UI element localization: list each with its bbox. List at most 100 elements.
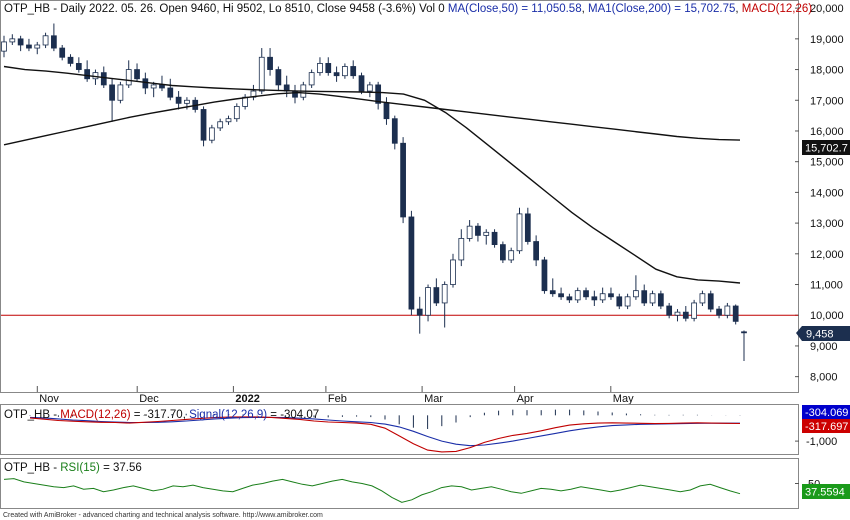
svg-text:9,458: 9,458 (806, 329, 834, 341)
candle-body (200, 109, 207, 141)
candle-body (633, 290, 639, 298)
candle-body (408, 216, 415, 310)
candle (167, 78, 174, 101)
candle-body (258, 56, 265, 92)
candle-body (350, 66, 357, 77)
y-tick-label: 9,000 (810, 341, 838, 353)
x-tick-label: Nov (39, 393, 59, 405)
candle-body (383, 102, 390, 120)
candle (533, 235, 540, 267)
candle-body (466, 225, 473, 239)
candle-body (9, 38, 16, 43)
candle-body (17, 38, 24, 46)
candle-body (666, 305, 673, 316)
ma200-label: MA1(Close,200) (588, 3, 671, 15)
svg-text:-304.069: -304.069 (805, 407, 848, 419)
candle (416, 296, 423, 334)
candle (275, 66, 282, 92)
rsi-title: OTP_HB - RSI(15) = 37.56 (4, 462, 142, 474)
signal-label: Signal(12,26,9) (189, 409, 267, 421)
candle (433, 278, 440, 307)
candle (441, 281, 448, 328)
candle (624, 293, 631, 310)
candle (9, 34, 16, 45)
candle-body (150, 84, 157, 89)
ma50-value: 11,050.58 (531, 3, 581, 15)
x-tick-label: Feb (328, 393, 347, 405)
candle (491, 229, 498, 248)
candle-body (317, 63, 323, 74)
macd-title: OTP_HB - MACD(12,26) = -317.70, Signal(1… (4, 409, 319, 421)
candle-body (524, 213, 531, 242)
ma200-line (3, 91, 741, 146)
candle (125, 60, 132, 88)
candle (599, 287, 606, 303)
open-label: Open (159, 3, 187, 15)
candle-body (508, 250, 515, 261)
candle-body (616, 296, 623, 307)
y-tick-label: 15,000 (810, 157, 844, 169)
macd-pane[interactable]: -1,000 OTP_HB - MACD(12,26) = -317.70, S… (0, 404, 838, 455)
candle (649, 290, 656, 307)
price-pane[interactable]: 8,000 9,000 10,000 11,000 12,000 13,000 14,000… (0, 0, 844, 406)
candle-body (400, 142, 406, 218)
candle (466, 220, 473, 242)
y-tick-label: 14,000 (810, 187, 844, 199)
candle-body (657, 293, 664, 307)
high-value: 9502 (237, 3, 263, 15)
candle-body (308, 72, 315, 86)
rsi-line (3, 478, 741, 503)
candle (233, 103, 240, 122)
candle-body (26, 44, 32, 49)
close-change: (-3.6%) (378, 3, 416, 15)
candle (59, 44, 66, 61)
candle-body (624, 296, 631, 307)
rsi-value: 37.56 (113, 462, 142, 474)
candle-body (325, 63, 332, 74)
candle (208, 124, 215, 144)
candle (583, 287, 589, 300)
signal-badge: -304.069 (802, 405, 850, 419)
rsi-pane[interactable]: 50 OTP_HB - RSI(15) = 37.56 (0, 458, 821, 509)
candle-body (716, 308, 722, 316)
y-tick-label: 20,000 (810, 3, 844, 15)
svg-text:15,702.7: 15,702.7 (805, 143, 848, 155)
candle-body (84, 69, 91, 80)
candle (641, 284, 648, 307)
candle-body (707, 293, 714, 310)
candle (591, 290, 598, 307)
candle-body (391, 118, 398, 144)
candle-body (75, 63, 82, 70)
candle-body (208, 127, 215, 141)
candle (674, 309, 681, 322)
candle (657, 290, 664, 310)
candle (724, 302, 731, 319)
candle (51, 23, 57, 52)
signal-value: -304.07 (280, 409, 319, 421)
ma50-label: MA(Close,50) (448, 3, 518, 15)
low-value: 8510 (285, 3, 311, 15)
candle-body (475, 225, 481, 236)
candle-body (516, 213, 523, 252)
candle (458, 229, 465, 267)
macd-symbol: OTP_HB (4, 409, 50, 421)
candle-body (167, 87, 174, 98)
candle-body (433, 287, 440, 304)
candle-body (458, 238, 465, 261)
candle (366, 81, 373, 98)
candle-body (574, 290, 581, 301)
candle (217, 118, 224, 131)
close-label: Close (317, 3, 346, 15)
candle-body (691, 302, 697, 319)
macd-title-label: MACD(12,26) (742, 3, 812, 15)
y-tick-label: 13,000 (810, 218, 844, 230)
candle-body (42, 35, 49, 46)
candle-body (416, 308, 423, 316)
candle (200, 106, 207, 147)
candle (350, 60, 357, 79)
macd-histogram (29, 409, 741, 429)
candle-body (159, 84, 165, 89)
candle-body (366, 84, 373, 92)
close-value: 9458 (349, 3, 375, 15)
candle-body (109, 84, 115, 101)
